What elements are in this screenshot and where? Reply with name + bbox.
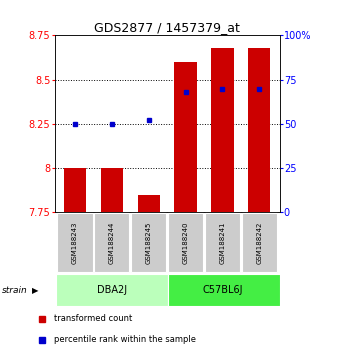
Text: percentile rank within the sample: percentile rank within the sample <box>55 335 196 344</box>
Bar <box>131 213 166 272</box>
Text: transformed count: transformed count <box>55 314 133 323</box>
Bar <box>64 168 86 212</box>
Bar <box>57 213 92 272</box>
Text: GSM188244: GSM188244 <box>109 221 115 264</box>
Title: GDS2877 / 1457379_at: GDS2877 / 1457379_at <box>94 21 240 34</box>
Bar <box>211 48 234 212</box>
Bar <box>56 274 168 306</box>
Text: DBA2J: DBA2J <box>97 285 127 295</box>
Text: GSM188242: GSM188242 <box>256 221 262 264</box>
Bar <box>137 195 160 212</box>
Text: GSM188243: GSM188243 <box>72 221 78 264</box>
Bar <box>175 62 197 212</box>
Text: GSM188240: GSM188240 <box>182 221 189 264</box>
Bar <box>168 213 203 272</box>
Bar <box>168 274 280 306</box>
Bar <box>242 213 277 272</box>
Bar <box>94 213 130 272</box>
Bar <box>205 213 240 272</box>
Text: GSM188241: GSM188241 <box>219 221 225 264</box>
Text: C57BL6J: C57BL6J <box>202 285 243 295</box>
Bar <box>101 168 123 212</box>
Bar <box>248 48 270 212</box>
Text: strain: strain <box>2 286 28 295</box>
Text: ▶: ▶ <box>32 286 39 295</box>
Text: GSM188245: GSM188245 <box>146 221 152 264</box>
